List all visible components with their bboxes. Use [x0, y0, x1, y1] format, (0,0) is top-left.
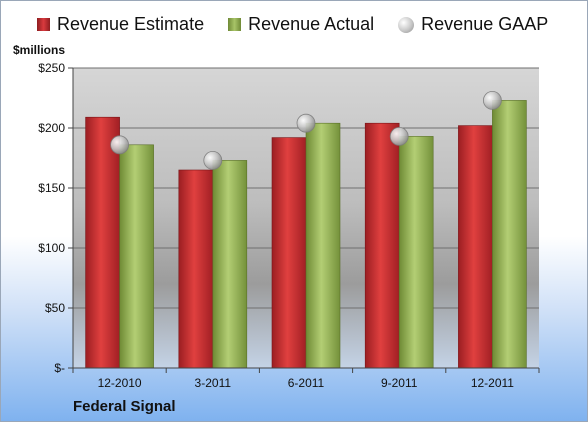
legend-swatch-actual	[228, 18, 242, 31]
y-tick-label: $200	[38, 121, 65, 135]
x-tick-label: 12-2011	[471, 376, 514, 390]
y-axis-unit-label: $millions	[13, 43, 66, 57]
bar-estimate	[271, 137, 307, 369]
bar-estimate	[85, 116, 120, 369]
bar-actual	[492, 100, 527, 369]
legend-label-gaap: Revenue GAAP	[421, 14, 549, 34]
gaap-point	[296, 113, 316, 133]
legend-item-gaap: Revenue GAAP	[398, 14, 548, 35]
bar-actual	[305, 122, 341, 369]
legend-label-actual: Revenue Actual	[248, 14, 375, 34]
gaap-point	[482, 91, 502, 110]
bar-estimate	[458, 125, 493, 369]
x-tick-label: 12-2010	[98, 376, 142, 390]
x-axis-ticks: 12-2010 3-2011 6-2011 9-2011 12-2011	[72, 368, 540, 390]
bar-estimate	[178, 169, 214, 369]
bar-actual	[398, 136, 434, 369]
chart-legend: Revenue Estimate Revenue Actual Revenue …	[37, 14, 548, 35]
x-tick-label: 3-2011	[195, 376, 232, 390]
bar-actual	[119, 144, 154, 369]
y-tick-label: $100	[38, 241, 65, 255]
gaap-point	[389, 126, 409, 146]
y-axis-ticks: $- $50 $100 $150 $200 $250	[38, 61, 74, 375]
legend-label-estimate: Revenue Estimate	[57, 14, 205, 34]
legend-item-estimate: Revenue Estimate	[37, 14, 204, 35]
legend-swatch-gaap	[398, 16, 415, 33]
y-tick-label: $50	[45, 301, 65, 315]
y-tick-label: $250	[38, 61, 65, 75]
y-tick-label: $150	[38, 181, 65, 195]
bars	[85, 100, 527, 369]
bar-actual	[212, 160, 248, 369]
bar-estimate	[364, 122, 400, 369]
legend-item-actual: Revenue Actual	[228, 14, 374, 35]
gaap-points	[110, 91, 502, 170]
gaap-point	[203, 150, 223, 170]
x-tick-label: 9-2011	[381, 376, 418, 390]
gaap-point	[110, 135, 129, 155]
y-tick-label: $-	[54, 361, 65, 375]
company-name: Federal Signal	[73, 398, 176, 415]
legend-swatch-estimate	[37, 18, 50, 31]
x-tick-label: 6-2011	[288, 376, 325, 390]
